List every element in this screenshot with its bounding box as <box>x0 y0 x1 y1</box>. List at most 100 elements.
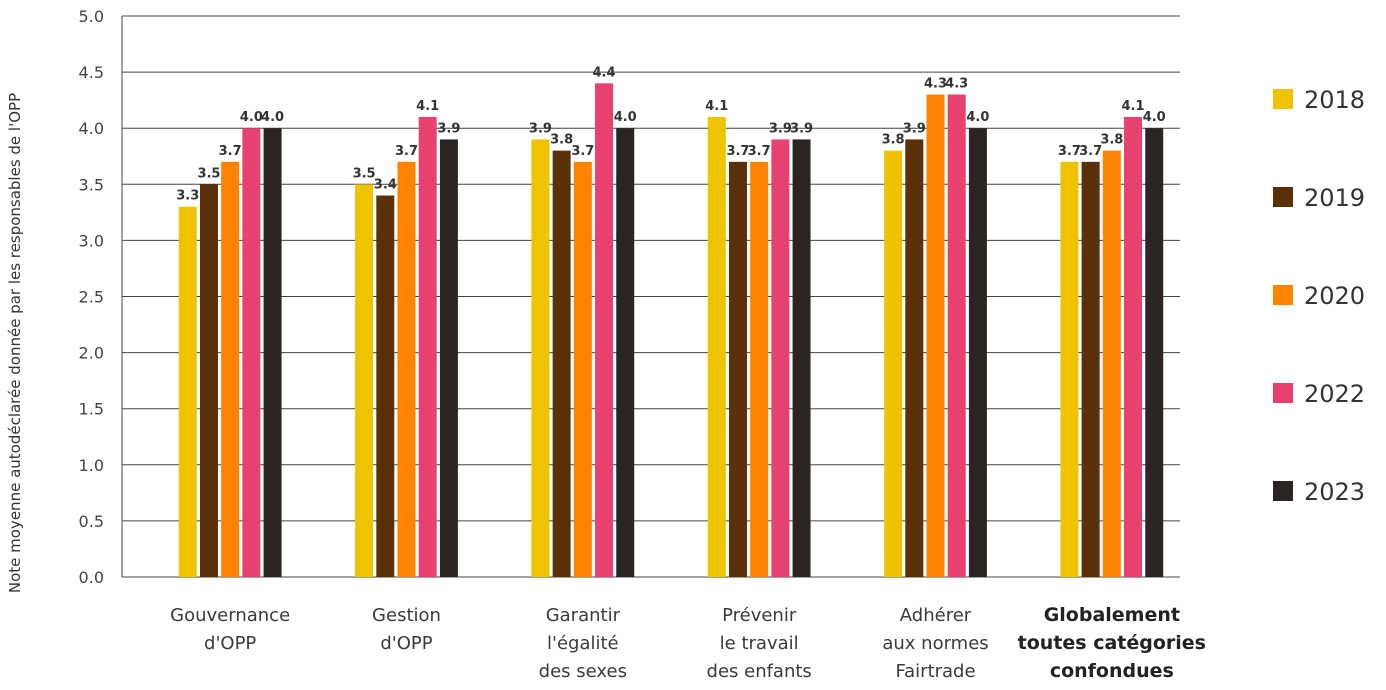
bar-2020 <box>1102 150 1121 577</box>
bar-2022 <box>947 94 966 577</box>
bar-2019 <box>199 184 218 578</box>
y-tick-label: 4.5 <box>79 63 104 82</box>
legend-label: 2020 <box>1304 282 1365 310</box>
data-label: 3.5 <box>197 166 220 181</box>
y-tick-label: 1.5 <box>79 400 104 419</box>
category-label: Gestion <box>372 605 441 626</box>
legend-label: 2018 <box>1304 86 1365 114</box>
category-label: Gouvernance <box>170 605 290 626</box>
x-axis-categories: Gouvernance d'OPP Gestion d'OPP Garantir l'ég… <box>170 604 1206 682</box>
legend-swatch-2019 <box>1273 187 1293 207</box>
data-label: 4.3 <box>945 77 968 92</box>
category-label: des sexes <box>539 661 627 682</box>
data-label: 3.7 <box>395 144 418 159</box>
bar-2020 <box>573 161 592 578</box>
category-label: Adhérer <box>900 605 972 626</box>
bar-2020 <box>221 161 240 578</box>
data-label: 3.7 <box>571 144 594 159</box>
y-tick-label: 0.5 <box>79 512 104 531</box>
bar-2023 <box>616 128 635 577</box>
bar-2022 <box>418 116 437 577</box>
y-axis-ticks: 0.0 0.5 1.0 1.5 2.0 2.5 3.0 3.5 4.0 4.5 5.0 <box>79 7 104 587</box>
bar-2018 <box>884 150 903 577</box>
data-label: 4.0 <box>240 110 263 125</box>
bar-2023 <box>792 139 811 578</box>
data-label: 3.4 <box>374 178 397 193</box>
bar-2020 <box>397 161 416 578</box>
bar-2023 <box>968 128 987 577</box>
legend-label: 2023 <box>1304 478 1365 506</box>
bar-2018 <box>707 116 726 577</box>
bar-2018 <box>178 206 197 578</box>
y-tick-label: 1.0 <box>79 456 104 475</box>
legend-swatch-2018 <box>1273 89 1293 109</box>
data-label: 3.9 <box>903 121 926 136</box>
data-label: 4.1 <box>705 99 728 114</box>
category-label: le travail <box>720 633 799 654</box>
data-label: 3.7 <box>748 144 771 159</box>
bar-2023 <box>263 128 282 577</box>
category-label: aux normes <box>882 633 988 654</box>
bar-2019 <box>1081 161 1100 578</box>
category-label: des enfants <box>707 661 812 682</box>
bar-2019 <box>728 161 747 578</box>
data-label: 3.7 <box>1058 144 1081 159</box>
data-label: 4.4 <box>593 65 616 80</box>
data-label: 4.3 <box>924 77 947 92</box>
category-label: d'OPP <box>204 633 256 654</box>
bar-2019 <box>376 195 395 577</box>
legend: 2018 2019 2020 2022 2023 <box>1273 86 1365 506</box>
y-tick-label: 0.0 <box>79 568 104 587</box>
y-tick-label: 5.0 <box>79 7 104 26</box>
data-label: 3.7 <box>219 144 242 159</box>
bar-2023 <box>439 139 458 578</box>
bar-2022 <box>595 83 614 577</box>
data-label: 3.9 <box>790 121 813 136</box>
data-label: 4.1 <box>1122 99 1145 114</box>
data-label: 4.0 <box>1143 110 1166 125</box>
bar-2020 <box>750 161 769 578</box>
data-label: 3.9 <box>437 121 460 136</box>
y-tick-label: 3.0 <box>79 231 104 250</box>
bar-2022 <box>242 128 261 577</box>
data-label: 4.0 <box>261 110 284 125</box>
category-label: Globalement <box>1044 604 1180 626</box>
bar-2018 <box>531 139 550 578</box>
legend-swatch-2020 <box>1273 285 1293 305</box>
y-axis-title: Note moyenne autodéclarée donnée par les… <box>6 93 24 593</box>
bar-2022 <box>1124 116 1143 577</box>
data-label: 3.8 <box>550 133 573 148</box>
data-label: 3.8 <box>882 133 905 148</box>
legend-label: 2019 <box>1304 184 1365 212</box>
category-label: Fairtrade <box>895 661 975 682</box>
bar-2023 <box>1145 128 1164 577</box>
data-label: 3.7 <box>1079 144 1102 159</box>
y-tick-label: 2.0 <box>79 344 104 363</box>
gridlines <box>121 15 1180 578</box>
legend-label: 2022 <box>1304 380 1365 408</box>
bar-2018 <box>355 184 374 578</box>
category-label: Garantir <box>546 605 621 626</box>
data-label: 3.5 <box>353 166 376 181</box>
data-label: 3.7 <box>726 144 749 159</box>
category-label: confondues <box>1050 660 1174 682</box>
category-label: d'OPP <box>380 633 432 654</box>
data-label: 4.1 <box>416 99 439 114</box>
category-label: l'égalité <box>547 633 619 654</box>
value-labels: 3.33.53.74.04.03.53.43.74.13.9 3.93.83.74… <box>176 65 1165 203</box>
legend-swatch-2023 <box>1273 481 1293 501</box>
legend-swatch-2022 <box>1273 383 1293 403</box>
category-label: Prévenir <box>722 605 797 626</box>
data-label: 4.0 <box>966 110 989 125</box>
y-tick-label: 3.5 <box>79 175 104 194</box>
bar-2022 <box>771 139 790 578</box>
bar-2019 <box>552 150 571 577</box>
category-label: toutes catégories <box>1018 632 1206 654</box>
bar-2018 <box>1060 161 1079 578</box>
data-label: 3.9 <box>769 121 792 136</box>
y-tick-label: 4.0 <box>79 119 104 138</box>
data-label: 4.0 <box>614 110 637 125</box>
bar-2020 <box>926 94 945 577</box>
data-label: 3.8 <box>1100 133 1123 148</box>
